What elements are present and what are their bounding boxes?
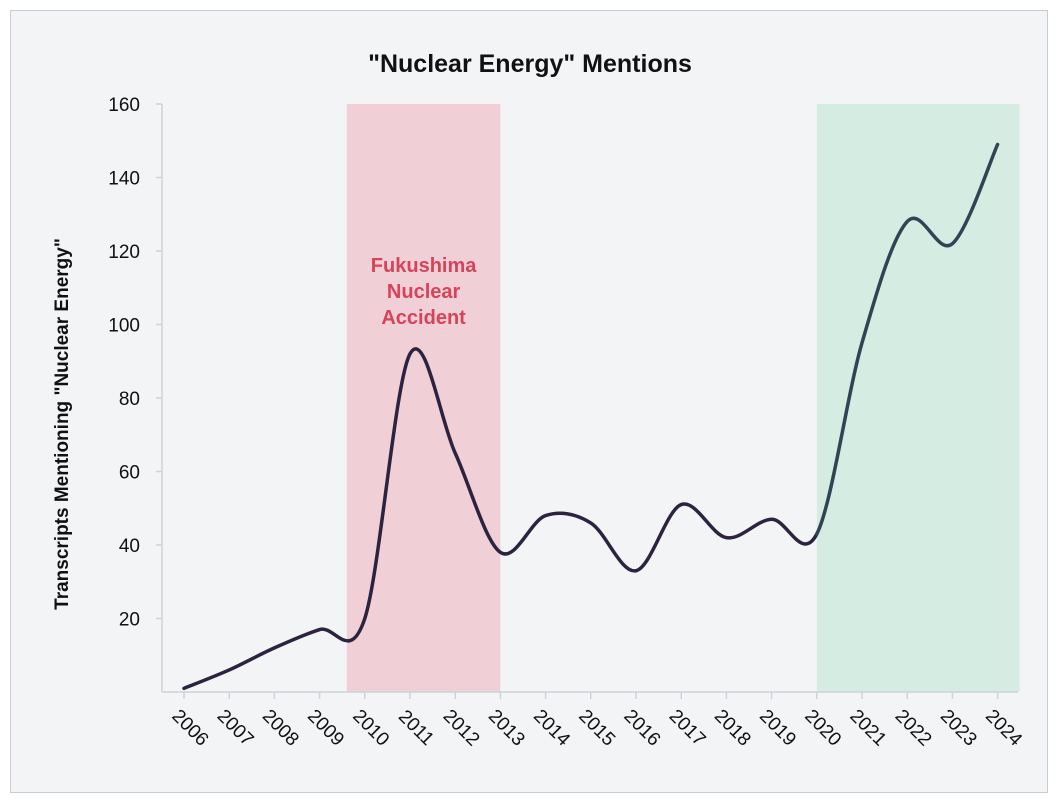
y-tick-label: 20 — [119, 610, 140, 631]
y-tick-label: 40 — [119, 536, 140, 557]
y-axis-label: Transcripts Mentioning "Nuclear Energy" — [52, 238, 73, 610]
series-line — [182, 347, 819, 691]
y-tick-label: 140 — [108, 169, 140, 190]
y-tick-label: 100 — [108, 316, 140, 337]
chart-frame — [10, 10, 1048, 793]
annotation-line: Fukushima — [371, 255, 477, 277]
annotation-fukushima: Fukushima Nuclear Accident — [371, 255, 477, 329]
y-tick-label: 120 — [108, 242, 140, 263]
y-tick-label: 80 — [119, 389, 140, 410]
shaded-region-2 — [816, 104, 1020, 692]
chart-title: "Nuclear Energy" Mentions — [368, 50, 692, 78]
series-line-segment-recent — [815, 142, 1000, 536]
y-tick-label: 60 — [119, 463, 140, 484]
annotation-line: Nuclear — [387, 281, 461, 303]
y-tick-label: 160 — [108, 95, 140, 116]
annotation-line: Accident — [381, 307, 466, 329]
